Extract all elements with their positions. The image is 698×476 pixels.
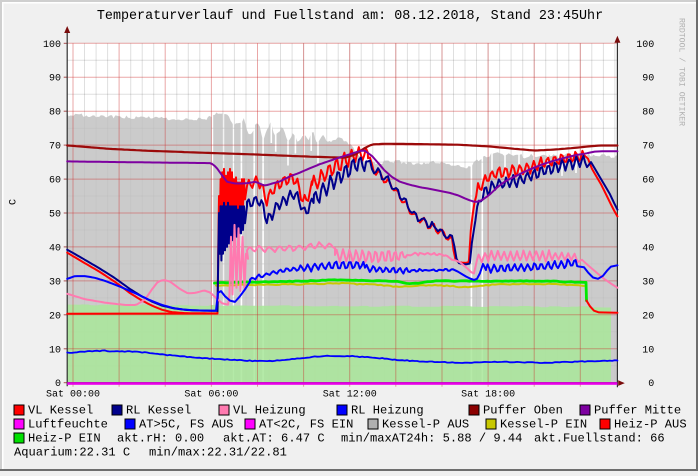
svg-text:Aquarium:22.31 C: Aquarium:22.31 C (14, 446, 130, 460)
svg-text:Sat 12:00: Sat 12:00 (323, 390, 377, 401)
svg-text:100: 100 (636, 40, 654, 51)
svg-text:Kessel-P EIN: Kessel-P EIN (500, 418, 587, 432)
svg-text:100: 100 (43, 40, 61, 51)
svg-text:Sat 06:00: Sat 06:00 (184, 390, 238, 401)
svg-text:70: 70 (642, 142, 654, 153)
svg-text:0: 0 (648, 379, 654, 390)
svg-text:10: 10 (49, 345, 61, 356)
svg-text:80: 80 (49, 108, 61, 119)
svg-text:akt.AT: 6.47 C: akt.AT: 6.47 C (223, 432, 325, 446)
svg-text:C: C (9, 199, 20, 205)
svg-text:Sat 00:00: Sat 00:00 (46, 390, 100, 401)
svg-text:VL Kessel: VL Kessel (28, 404, 93, 418)
svg-text:Puffer Oben: Puffer Oben (483, 404, 563, 418)
svg-text:Kessel-P AUS: Kessel-P AUS (382, 418, 469, 432)
svg-text:10: 10 (642, 345, 654, 356)
svg-text:Luftfeuchte: Luftfeuchte (28, 418, 108, 432)
svg-text:60: 60 (49, 176, 61, 187)
svg-text:RL Kessel: RL Kessel (126, 404, 191, 418)
svg-text:akt.rH: 0.00: akt.rH: 0.00 (117, 432, 204, 446)
svg-text:min/max:22.31/22.81: min/max:22.31/22.81 (149, 446, 287, 460)
svg-text:30: 30 (49, 277, 61, 288)
svg-text:70: 70 (49, 142, 61, 153)
svg-text:20: 20 (642, 311, 654, 322)
svg-text:20: 20 (49, 311, 61, 322)
svg-text:50: 50 (642, 210, 654, 221)
svg-text:Sat 18:00: Sat 18:00 (461, 390, 515, 401)
svg-text:Temperaturverlauf und Fuellsta: Temperaturverlauf und Fuellstand am: 08.… (97, 9, 603, 24)
svg-text:RL Heizung: RL Heizung (351, 404, 424, 418)
svg-text:60: 60 (642, 176, 654, 187)
svg-text:akt.Fuellstand: 66: akt.Fuellstand: 66 (534, 432, 665, 446)
svg-text:RRDTOOL / TOBI OETIKER: RRDTOOL / TOBI OETIKER (677, 18, 687, 126)
svg-text:Puffer Mitte: Puffer Mitte (594, 404, 681, 418)
svg-text:AT>5C, FS AUS: AT>5C, FS AUS (139, 418, 233, 432)
svg-text:90: 90 (642, 74, 654, 85)
svg-text:Heiz-P EIN: Heiz-P EIN (28, 432, 101, 446)
svg-text:min/maxAT24h: 5.88 / 9.44: min/maxAT24h: 5.88 / 9.44 (341, 432, 522, 446)
svg-text:VL Heizung: VL Heizung (233, 404, 306, 418)
svg-text:30: 30 (642, 277, 654, 288)
svg-text:AT<2C, FS EIN: AT<2C, FS EIN (259, 418, 353, 432)
svg-text:Heiz-P AUS: Heiz-P AUS (614, 418, 687, 432)
svg-text:40: 40 (642, 243, 654, 254)
svg-text:80: 80 (642, 108, 654, 119)
svg-text:0: 0 (55, 379, 61, 390)
svg-text:90: 90 (49, 74, 61, 85)
svg-text:40: 40 (49, 243, 61, 254)
svg-text:50: 50 (49, 210, 61, 221)
